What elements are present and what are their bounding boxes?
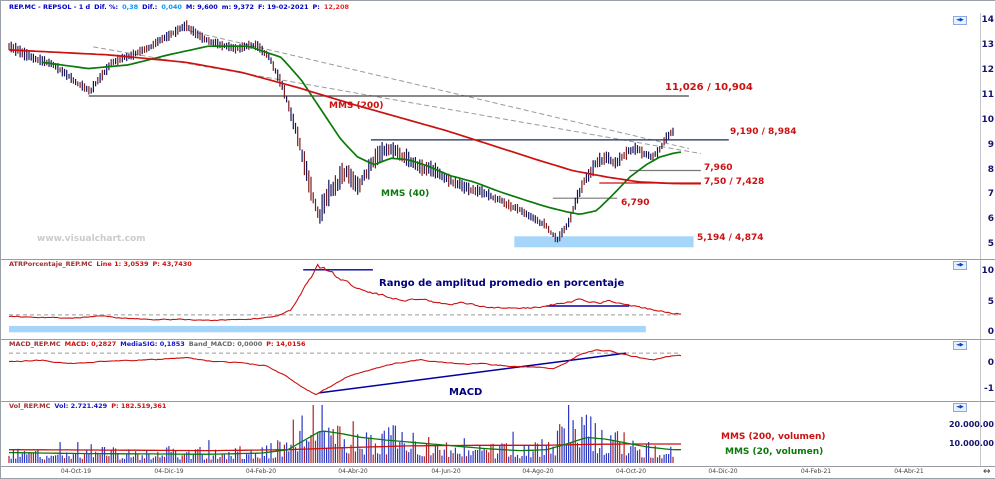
x-axis-label: 04-Ago-20	[522, 468, 554, 475]
price-axis-tick: 13	[981, 39, 994, 50]
header-segment: P: 14,0156	[266, 340, 306, 348]
header-segment: MediaSIG: 0,1853	[120, 340, 185, 348]
header-segment: MACD: 0,2827	[64, 340, 117, 348]
price-axis-tick: 7	[987, 189, 994, 200]
x-axis-label: 04-Jun-20	[431, 468, 461, 475]
x-axis-label: 04-Feb-21	[800, 468, 832, 475]
price-level-label: 7,960	[704, 163, 733, 173]
price-chart-area[interactable]	[9, 14, 979, 259]
ma200-label: MMS (200)	[329, 101, 384, 111]
header-segment: ATRPorcentaje_REP.MC	[9, 260, 93, 268]
header-segment: Dif. %:	[94, 3, 119, 11]
header-segment: m: 9,372	[221, 3, 254, 11]
volume-header: Vol_REP.MC Vol: 2.721.429 P: 182.519,361	[9, 402, 170, 410]
volume-axis-tick: 10.000.00	[948, 439, 994, 448]
volume-ma200-label: MMS (200, volumen)	[721, 432, 826, 442]
header-segment: Band_MACD: 0,0000	[188, 340, 263, 348]
x-axis-label: 04-Dic-20	[708, 468, 738, 475]
atr-axis-tick: 10	[981, 266, 994, 276]
header-segment: M: 9,600	[185, 3, 218, 11]
macd-header: MACD_REP.MC MACD: 0,2827 MediaSIG: 0,1853 B…	[9, 340, 310, 348]
panel-nav-icon[interactable]: ◄▶	[953, 16, 967, 25]
x-axis-label: 04-Oct-19	[60, 468, 92, 475]
price-level-label: 7,50 / 7,428	[704, 177, 765, 187]
header-segment: 12,208	[323, 3, 349, 11]
header-segment: P: 43,7430	[152, 260, 192, 268]
panel-resize-handle[interactable]	[1, 339, 995, 340]
time-axis-separator	[1, 466, 995, 467]
h-resize-icon[interactable]: ↔	[983, 467, 991, 477]
price-axis-tick: 6	[987, 214, 994, 225]
panel-nav-icon[interactable]: ◄▶	[953, 403, 967, 412]
header-segment: MACD_REP.MC	[9, 340, 61, 348]
header-segment: REP.MC - REPSOL - 1 d	[9, 3, 91, 11]
price-level-label: 11,026 / 10,904	[665, 82, 753, 93]
macd-chart-area[interactable]	[9, 347, 979, 399]
price-axis-tick: 11	[981, 89, 994, 100]
x-axis-label: 04-Dic-19	[154, 468, 184, 475]
price-axis-line	[980, 13, 981, 466]
price-level-label: 9,190 / 8,984	[730, 127, 797, 137]
header-segment: 0,38	[122, 3, 139, 11]
price-level-label: 5,194 / 4,874	[697, 233, 764, 243]
volume-chart-area[interactable]	[9, 405, 979, 464]
atr-annotation: Rango de amplitud promedio en porcentaje	[379, 278, 625, 289]
ma40-label: MMS (40)	[381, 189, 430, 199]
price-axis-tick: 9	[987, 139, 994, 150]
macd-axis-tick: -1	[984, 384, 994, 394]
header-segment: 0,040	[161, 3, 182, 11]
x-axis-label: 04-Abr-21	[894, 468, 924, 475]
volume-ma20-label: MMS (20, volumen)	[725, 447, 824, 457]
price-axis-tick: 5	[987, 239, 994, 250]
panel-nav-icon[interactable]: ◄▶	[953, 341, 967, 350]
header-segment: Vol_REP.MC	[9, 402, 51, 410]
price-axis-tick: 10	[981, 114, 994, 125]
macd-axis-tick: 0	[987, 358, 994, 368]
header-segment: Vol: 2.721.429	[54, 402, 108, 410]
x-axis-label: 04-Feb-20	[245, 468, 277, 475]
price-axis-tick: 14	[981, 14, 994, 25]
atr-axis-tick: 5	[987, 296, 994, 307]
time-axis-strip[interactable]	[1, 467, 995, 478]
header-segment: Dif.:	[142, 3, 158, 11]
volume-axis-tick: 20.000.00	[948, 420, 994, 429]
header-segment: P: 182.519,361	[111, 402, 167, 410]
x-axis-label: 04-Oct-20	[615, 468, 647, 475]
watermark: www.visualchart.com	[37, 234, 146, 244]
x-axis-label: 04-Abr-20	[338, 468, 368, 475]
price-axis-tick: 8	[987, 164, 994, 175]
panel-resize-handle[interactable]	[1, 401, 995, 402]
price-axis-tick: 12	[981, 64, 994, 75]
panel-resize-handle[interactable]	[1, 259, 995, 260]
title-bar: REP.MC - REPSOL - 1 d Dif. %: 0,38 Dif.: 0,0…	[9, 3, 353, 11]
header-segment: P:	[312, 3, 320, 11]
atr-axis-tick: 0	[987, 327, 994, 337]
header-segment: Line 1: 3,0539	[96, 260, 149, 268]
atr-header: ATRPorcentaje_REP.MC Line 1: 3,0539 P: 43,…	[9, 260, 196, 268]
header-segment: F: 19-02-2021	[258, 3, 309, 11]
macd-annotation: MACD	[449, 387, 483, 398]
panel-nav-icon[interactable]: ◄▶	[953, 261, 967, 270]
price-level-label: 6,790	[621, 198, 650, 208]
